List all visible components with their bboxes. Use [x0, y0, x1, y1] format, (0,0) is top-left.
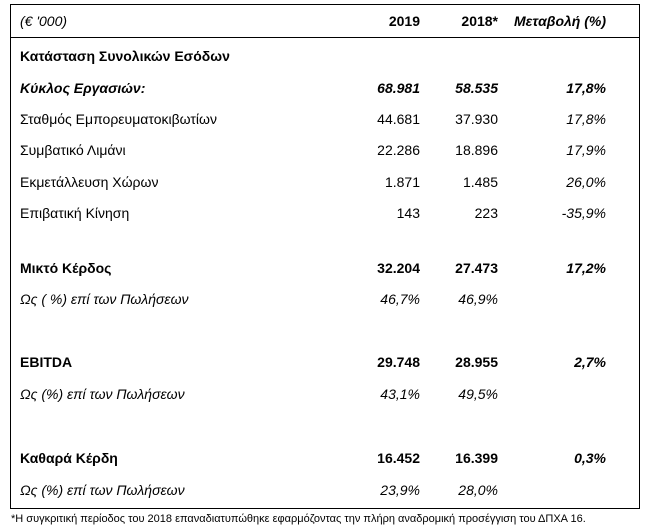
- table-row-gross-margin: Ως ( %) επί των Πωλήσεων 46,7% 46,9%: [11, 286, 639, 312]
- value-2018: 27.473: [455, 260, 498, 276]
- row-label: Επιβατική Κίνηση: [20, 205, 130, 221]
- value-2019: 16.452: [377, 450, 420, 466]
- value-2019: 32.204: [377, 260, 420, 276]
- value-2018: 58.535: [455, 80, 498, 96]
- row-label: Ως (%) επί των Πωλήσεων: [20, 482, 185, 498]
- value-2018: 28,0%: [458, 482, 498, 498]
- value-2018: 18.896: [455, 142, 498, 158]
- value-2019: 43,1%: [380, 386, 420, 402]
- row-label: Μικτό Κέρδος: [20, 260, 112, 276]
- value-2019: 44.681: [377, 111, 420, 127]
- row-label: Ως ( %) επί των Πωλήσεων: [20, 291, 189, 307]
- value-2018: 37.930: [455, 111, 498, 127]
- section-title: Κατάσταση Συνολικών Εσόδων: [20, 48, 230, 64]
- value-2019: 22.286: [377, 142, 420, 158]
- value-2018: 1.485: [462, 174, 498, 190]
- unit-label: (€ '000): [20, 13, 68, 29]
- row-label: Συμβατικό Λιμάνι: [20, 142, 126, 158]
- row-label: EBITDA: [20, 354, 73, 370]
- row-label: Σταθμός Εμπορευματοκιβωτίων: [20, 111, 217, 127]
- table-row-revenue: Κύκλος Εργασιών: 68.981 58.535 17,8%: [11, 75, 639, 101]
- table-row-space-utilization: Εκμετάλλευση Χώρων 1.871 1.485 26,0%: [11, 169, 639, 195]
- value-2018: 28.955: [455, 354, 498, 370]
- value-2019: 68.981: [377, 80, 420, 96]
- table-row-ebitda: EBITDA 29.748 28.955 2,7%: [11, 349, 639, 375]
- value-2018: 16.399: [455, 450, 498, 466]
- column-header-2019: 2019: [388, 13, 420, 29]
- value-change: 2,7%: [574, 354, 606, 370]
- column-header-change: Μεταβολή (%): [513, 13, 606, 29]
- value-2019: 143: [396, 205, 420, 221]
- table-row-container-terminal: Σταθμός Εμπορευματοκιβωτίων 44.681 37.93…: [11, 106, 639, 132]
- table-row-conventional-port: Συμβατικό Λιμάνι 22.286 18.896 17,9%: [11, 137, 639, 163]
- value-change: 26,0%: [566, 174, 606, 190]
- value-2019: 29.748: [377, 354, 420, 370]
- table-row-passenger-traffic: Επιβατική Κίνηση 143 223 -35,9%: [11, 200, 639, 226]
- column-header-2018: 2018*: [461, 13, 498, 29]
- row-label: Ως (%) επί των Πωλήσεων: [20, 386, 185, 402]
- table-row-net-profit: Καθαρά Κέρδη 16.452 16.399 0,3%: [11, 445, 639, 471]
- value-change: 17,8%: [566, 80, 606, 96]
- value-change: 0,3%: [574, 450, 606, 466]
- table-row-ebitda-margin: Ως (%) επί των Πωλήσεων 43,1% 49,5%: [11, 381, 639, 407]
- table-row-net-margin: Ως (%) επί των Πωλήσεων 23,9% 28,0%: [11, 477, 639, 503]
- footnote: *Η συγκριτική περίοδος του 2018 επαναδια…: [11, 513, 586, 525]
- row-label: Καθαρά Κέρδη: [20, 450, 118, 466]
- value-change: 17,9%: [566, 142, 606, 158]
- value-2019: 23,9%: [380, 482, 420, 498]
- table-header-row: (€ '000) 2019 2018* Μεταβολή (%): [11, 8, 639, 34]
- value-2019: 1.871: [384, 174, 420, 190]
- section-title-row: Κατάσταση Συνολικών Εσόδων: [11, 43, 639, 69]
- financial-table: (€ '000) 2019 2018* Μεταβολή (%) Κατάστα…: [10, 4, 640, 509]
- row-label: Εκμετάλλευση Χώρων: [20, 174, 159, 190]
- header-divider: [11, 37, 639, 38]
- value-2018: 49,5%: [458, 386, 498, 402]
- value-2018: 46,9%: [458, 291, 498, 307]
- table-row-gross-profit: Μικτό Κέρδος 32.204 27.473 17,2%: [11, 255, 639, 281]
- value-2019: 46,7%: [380, 291, 420, 307]
- value-2018: 223: [474, 205, 498, 221]
- value-change: 17,8%: [566, 111, 606, 127]
- row-label: Κύκλος Εργασιών:: [20, 80, 146, 96]
- value-change: 17,2%: [566, 260, 606, 276]
- value-change: -35,9%: [561, 205, 606, 221]
